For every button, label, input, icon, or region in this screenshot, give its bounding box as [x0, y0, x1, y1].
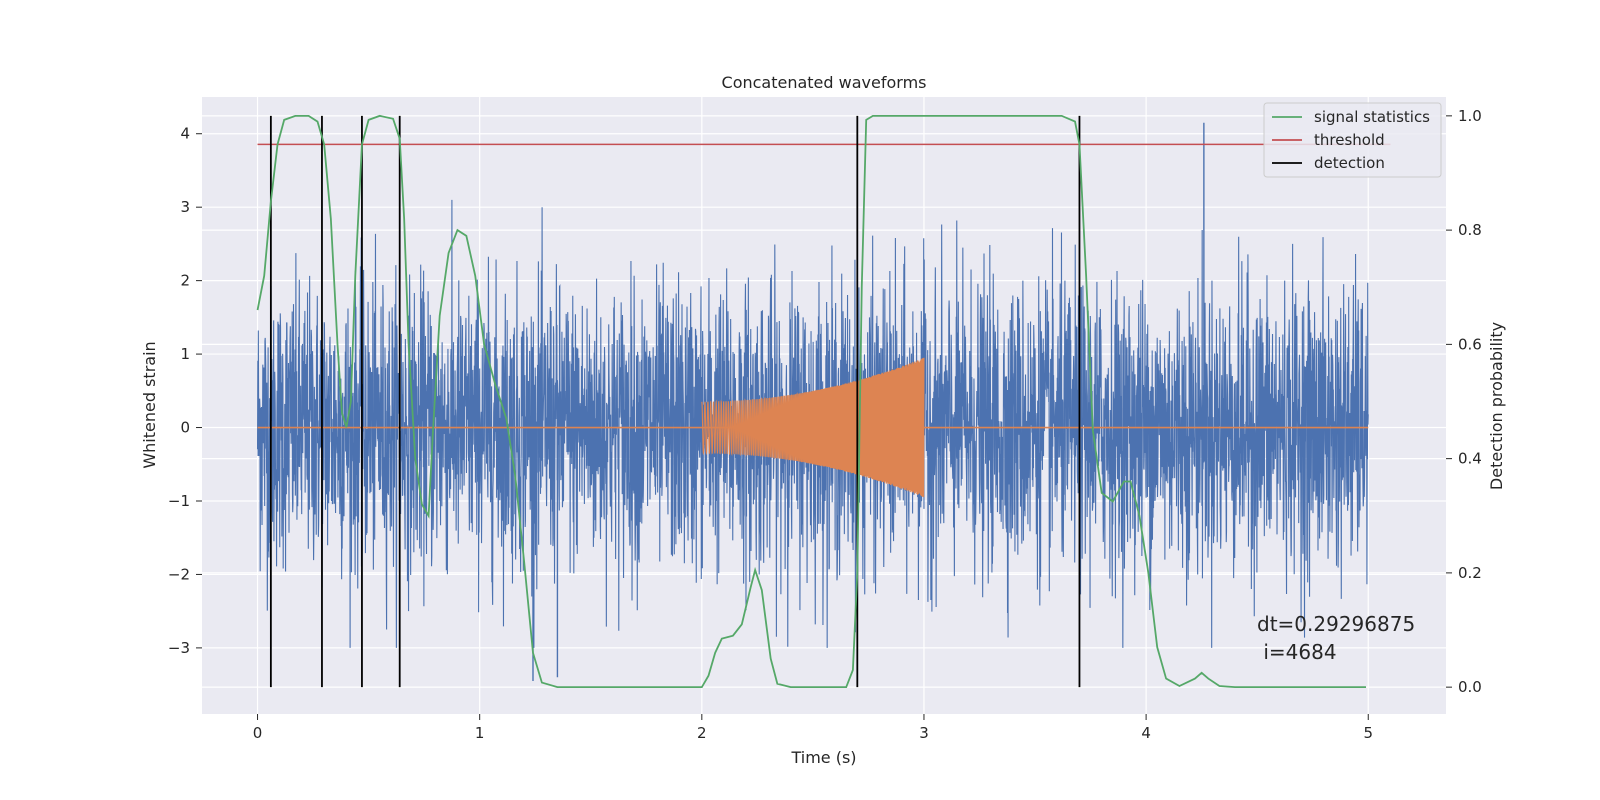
annotation-dt: dt=0.29296875: [1257, 612, 1415, 636]
y-tick-label-2: 2: [180, 272, 190, 290]
y-axis-label: Whitened strain: [140, 341, 159, 468]
x-tick-label-1: 1: [475, 724, 485, 742]
legend: signal statistics threshold detection: [1263, 102, 1442, 178]
annotation-i: i=4684: [1257, 640, 1337, 664]
signal-statistics-line: [256, 114, 1367, 689]
legend-label-threshold: threshold: [1314, 131, 1385, 149]
y2-tick-label-1: 0.2: [1458, 564, 1482, 582]
y2-tick-label-3: 0.6: [1458, 335, 1482, 353]
y-tick-label-1: 1: [180, 345, 190, 363]
x-tick-label-4: 4: [1141, 724, 1151, 742]
y-tick-label-0: 0: [180, 419, 190, 437]
axis-ticks: 0 1 2 3 4 5 −3 −2 −1 0 1 2 3 4 0.0 0.2 0.4 0.6 0.8 1.0: [168, 107, 1482, 742]
y2-tick-label-2: 0.4: [1458, 450, 1482, 468]
chart-title: Concatenated waveforms: [722, 73, 927, 92]
y-tick-label-3: 3: [180, 198, 190, 216]
y2-tick-label-0: 0.0: [1458, 678, 1482, 696]
legend-label-detection: detection: [1314, 154, 1385, 172]
y2-axis-label: Detection probability: [1487, 322, 1506, 490]
y2-tick-label-5: 1.0: [1458, 107, 1482, 125]
legend-box: [1263, 102, 1442, 178]
y-tick-label--1: −1: [168, 492, 190, 510]
x-tick-label-5: 5: [1363, 724, 1373, 742]
y2-tick-label-4: 0.8: [1458, 221, 1482, 239]
y-tick-label--3: −3: [168, 639, 190, 657]
legend-label-signal-statistics: signal statistics: [1314, 108, 1430, 126]
x-tick-label-2: 2: [697, 724, 707, 742]
x-tick-label-3: 3: [919, 724, 929, 742]
template-series: [257, 357, 1369, 498]
x-axis-label: Time (s): [790, 748, 856, 767]
y-tick-label--2: −2: [168, 565, 190, 583]
template-chirp: [701, 357, 925, 498]
y-tick-label-4: 4: [180, 125, 190, 143]
x-tick-label-0: 0: [253, 724, 263, 742]
